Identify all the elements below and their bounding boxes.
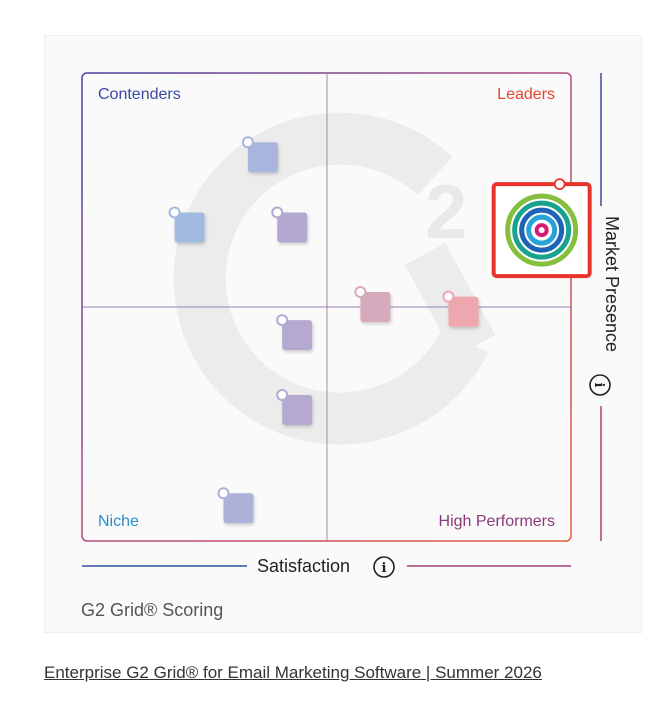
- g2-grid-card: 2 Contenders Leaders Niche High Performe…: [44, 35, 642, 633]
- quadrant-label-high-performers: High Performers: [439, 513, 555, 530]
- y-axis-info-icon[interactable]: i: [589, 374, 611, 396]
- quadrant-label-contenders: Contenders: [98, 86, 181, 103]
- x-axis-title: Satisfaction: [257, 556, 350, 576]
- vendor-point[interactable]: [168, 206, 205, 243]
- svg-text:i: i: [591, 383, 606, 388]
- vendor-point[interactable]: [276, 388, 313, 425]
- x-axis: Satisfaction i: [82, 556, 571, 578]
- highlighted-vendor-marker[interactable]: [491, 178, 592, 279]
- vendor-point[interactable]: [241, 136, 278, 173]
- quadrant-label-niche: Niche: [98, 513, 139, 530]
- svg-text:2: 2: [425, 170, 467, 255]
- g2-grid-scoring-label: G2 Grid® Scoring: [81, 600, 224, 620]
- svg-text:i: i: [382, 561, 387, 576]
- g2-watermark-logo: 2: [173, 112, 496, 445]
- grid-report-link[interactable]: Enterprise G2 Grid® for Email Marketing …: [44, 663, 542, 682]
- y-axis-title: Market Presence: [602, 216, 622, 352]
- vendor-point[interactable]: [276, 314, 313, 351]
- vendor-point[interactable]: [354, 286, 391, 322]
- quadrant-label-leaders: Leaders: [497, 86, 555, 103]
- x-axis-info-icon[interactable]: i: [373, 556, 395, 578]
- vendor-point[interactable]: [217, 487, 254, 524]
- vendor-point[interactable]: [442, 290, 479, 327]
- y-axis: Market Presence i: [589, 73, 622, 541]
- g2-grid-chart: 2 Contenders Leaders Niche High Performe…: [81, 72, 622, 578]
- vendor-point[interactable]: [271, 206, 308, 243]
- vendor-points: [168, 136, 592, 524]
